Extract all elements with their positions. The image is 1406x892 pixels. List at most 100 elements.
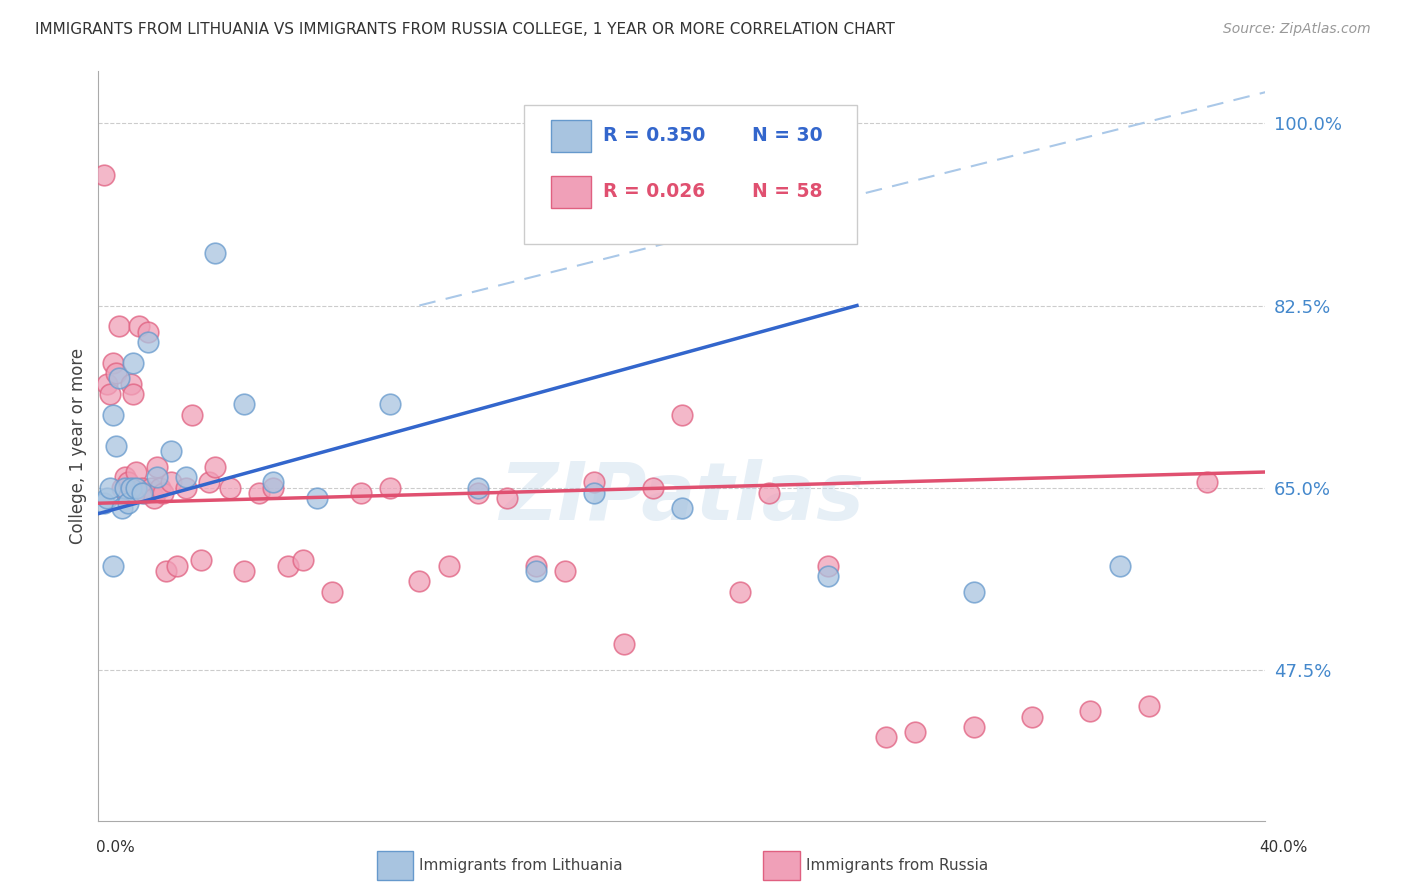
Point bbox=[641, 481, 664, 495]
Point bbox=[671, 501, 693, 516]
Point bbox=[1197, 475, 1219, 490]
Text: Immigrants from Russia: Immigrants from Russia bbox=[806, 858, 988, 872]
Point bbox=[408, 574, 430, 589]
Text: 40.0%: 40.0% bbox=[1260, 840, 1308, 855]
Text: 0.0%: 0.0% bbox=[96, 840, 135, 855]
Point bbox=[291, 553, 314, 567]
Point bbox=[758, 485, 780, 500]
Point bbox=[108, 319, 131, 334]
Point bbox=[467, 481, 489, 495]
Point bbox=[160, 475, 183, 490]
Text: Source: ZipAtlas.com: Source: ZipAtlas.com bbox=[1223, 22, 1371, 37]
Point bbox=[174, 481, 197, 495]
Point bbox=[204, 459, 226, 474]
Text: N = 58: N = 58 bbox=[752, 183, 823, 202]
Point bbox=[128, 319, 150, 334]
Point bbox=[583, 475, 606, 490]
Point bbox=[136, 325, 159, 339]
Point bbox=[146, 459, 169, 474]
Point bbox=[524, 558, 547, 573]
Point bbox=[1137, 699, 1160, 714]
Point bbox=[321, 584, 343, 599]
Point bbox=[114, 481, 136, 495]
Text: ZIPatlas: ZIPatlas bbox=[499, 459, 865, 538]
Text: R = 0.350: R = 0.350 bbox=[603, 127, 704, 145]
Point bbox=[120, 376, 142, 391]
Point bbox=[277, 558, 299, 573]
Point bbox=[98, 481, 121, 495]
Point bbox=[467, 485, 489, 500]
Point bbox=[134, 485, 156, 500]
Point bbox=[437, 558, 460, 573]
Text: IMMIGRANTS FROM LITHUANIA VS IMMIGRANTS FROM RUSSIA COLLEGE, 1 YEAR OR MORE CORR: IMMIGRANTS FROM LITHUANIA VS IMMIGRANTS … bbox=[35, 22, 896, 37]
Point bbox=[96, 376, 118, 391]
Point bbox=[671, 408, 693, 422]
Point bbox=[233, 397, 256, 411]
Point bbox=[136, 334, 159, 349]
Point bbox=[122, 387, 145, 401]
Point bbox=[101, 558, 124, 573]
Point bbox=[120, 481, 142, 495]
Point bbox=[904, 725, 927, 739]
Point bbox=[111, 501, 134, 516]
Point bbox=[817, 569, 839, 583]
Point bbox=[122, 356, 145, 370]
FancyBboxPatch shape bbox=[524, 105, 858, 244]
Point bbox=[204, 246, 226, 260]
Point bbox=[101, 408, 124, 422]
Point bbox=[125, 465, 148, 479]
Point bbox=[198, 475, 221, 490]
Point bbox=[730, 584, 752, 599]
Point bbox=[93, 496, 115, 510]
Point bbox=[160, 444, 183, 458]
Point bbox=[155, 564, 177, 578]
Point bbox=[350, 485, 373, 500]
Point bbox=[1021, 709, 1043, 723]
Point bbox=[166, 558, 188, 573]
Point bbox=[1108, 558, 1130, 573]
Point bbox=[263, 475, 285, 490]
Point bbox=[149, 481, 172, 495]
Point bbox=[108, 371, 131, 385]
Point bbox=[93, 169, 115, 183]
Y-axis label: College, 1 year or more: College, 1 year or more bbox=[69, 348, 87, 544]
Point bbox=[117, 475, 139, 490]
Text: N = 30: N = 30 bbox=[752, 127, 823, 145]
Point bbox=[114, 470, 136, 484]
Point bbox=[263, 481, 285, 495]
Point bbox=[875, 731, 897, 745]
Point bbox=[380, 481, 402, 495]
Point bbox=[583, 485, 606, 500]
Point bbox=[613, 637, 636, 651]
Point bbox=[139, 481, 162, 495]
Point bbox=[117, 496, 139, 510]
Point bbox=[190, 553, 212, 567]
Point bbox=[218, 481, 240, 495]
Point bbox=[146, 470, 169, 484]
Point bbox=[554, 564, 576, 578]
Point bbox=[817, 558, 839, 573]
Point bbox=[98, 387, 121, 401]
Point bbox=[142, 491, 165, 505]
Point bbox=[1080, 705, 1102, 719]
Point bbox=[131, 481, 153, 495]
Point bbox=[125, 481, 148, 495]
Point bbox=[174, 470, 197, 484]
Point bbox=[180, 408, 202, 422]
Point bbox=[131, 485, 153, 500]
Point bbox=[307, 491, 329, 505]
Point bbox=[233, 564, 256, 578]
Point bbox=[962, 720, 984, 734]
Point bbox=[962, 584, 984, 599]
FancyBboxPatch shape bbox=[551, 177, 591, 208]
Point bbox=[111, 481, 134, 495]
Point bbox=[152, 485, 174, 500]
Point bbox=[101, 356, 124, 370]
Point bbox=[247, 485, 270, 500]
Point bbox=[96, 491, 118, 505]
Point bbox=[104, 366, 127, 380]
FancyBboxPatch shape bbox=[551, 120, 591, 152]
Point bbox=[524, 564, 547, 578]
Text: Immigrants from Lithuania: Immigrants from Lithuania bbox=[419, 858, 623, 872]
Point bbox=[496, 491, 519, 505]
